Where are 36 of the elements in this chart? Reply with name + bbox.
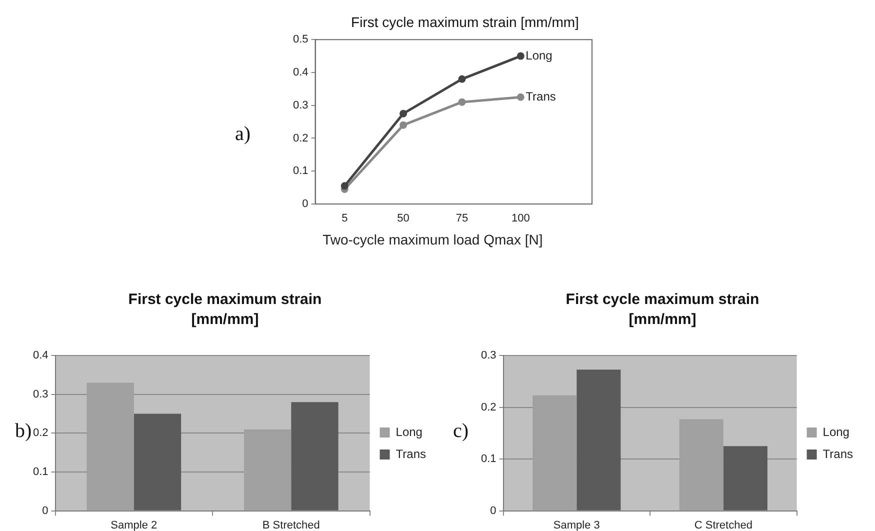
x-tick-label: 5: [342, 212, 348, 225]
x-tick-label: B Stretched: [262, 519, 320, 531]
text: c): [453, 420, 469, 443]
legend-label: Trans: [396, 446, 426, 461]
y-tick-label: 0: [490, 504, 496, 517]
x-tick-label: 75: [456, 212, 468, 225]
chart-title: First cycle maximum strain [mm/mm]: [127, 290, 323, 330]
x-axis-title: Two-cycle maximum load Qmax [N]: [322, 231, 543, 248]
legend-label: Trans: [822, 446, 854, 461]
series-label: Trans: [526, 89, 556, 104]
y-tick-label: 0.1: [292, 165, 308, 178]
x-tick-label: 100: [511, 212, 530, 225]
text: a): [235, 123, 251, 146]
y-tick-label: 0.1: [32, 466, 48, 478]
y-tick-label: 0.3: [32, 388, 48, 400]
text: b): [15, 420, 32, 443]
x-tick-label: C Stretched: [694, 519, 752, 531]
x-tick-label: 50: [397, 212, 410, 225]
legend-label: Long: [822, 424, 850, 439]
series-label: Long: [526, 48, 552, 62]
y-tick-label: 0.4: [292, 66, 308, 79]
chart-title: First cycle maximum strain [mm/mm]: [350, 13, 580, 32]
y-tick-label: 0.3: [292, 99, 308, 112]
y-tick-label: 0.1: [480, 453, 496, 466]
y-tick-label: 0.3: [480, 350, 496, 362]
y-tick-label: 0: [302, 198, 308, 210]
y-tick-label: 0.4: [32, 350, 48, 362]
legend-label: Long: [396, 424, 422, 439]
x-tick-label: Sample 3: [553, 519, 600, 531]
y-tick-label: 0: [42, 504, 48, 517]
chart-title: First cycle maximum strain [mm/mm]: [564, 290, 760, 330]
y-tick-label: 0.2: [32, 427, 48, 440]
x-tick-label: Sample 2: [110, 519, 158, 531]
y-tick-label: 0.5: [292, 34, 308, 46]
y-tick-label: 0.2: [480, 401, 496, 414]
y-tick-label: 0.2: [292, 132, 308, 144]
